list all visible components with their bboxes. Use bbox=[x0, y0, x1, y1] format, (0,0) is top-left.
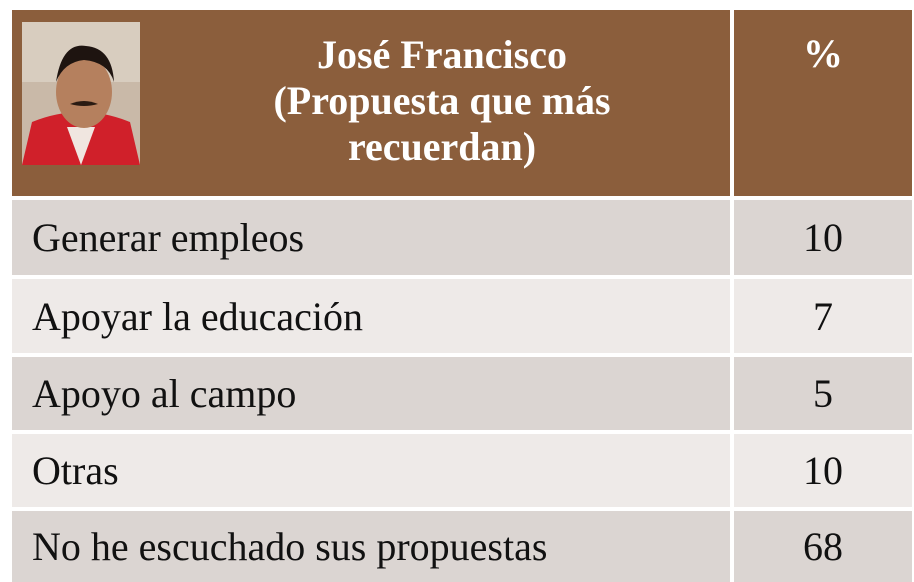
row-label: Otras bbox=[12, 434, 730, 507]
row-value: 10 bbox=[734, 200, 912, 275]
row-label: Generar empleos bbox=[12, 200, 730, 275]
row-value: 68 bbox=[734, 511, 912, 582]
row-value: 7 bbox=[734, 279, 912, 353]
header-cell: José Francisco (Propuesta que más recuer… bbox=[12, 10, 730, 196]
photo bbox=[22, 22, 140, 165]
value-header: % bbox=[734, 10, 912, 196]
title-text: José Francisco bbox=[317, 32, 567, 77]
row-value: 5 bbox=[734, 357, 912, 430]
row-label: Apoyo al campo bbox=[12, 357, 730, 430]
header-title: José Francisco (Propuesta que más recuer… bbox=[162, 32, 722, 170]
row-label: Apoyar la educación bbox=[12, 279, 730, 353]
row-label: No he escuchado sus propuestas bbox=[12, 511, 730, 582]
row-value: 10 bbox=[734, 434, 912, 507]
subtitle-text: (Propuesta que más recuerdan) bbox=[273, 78, 611, 169]
